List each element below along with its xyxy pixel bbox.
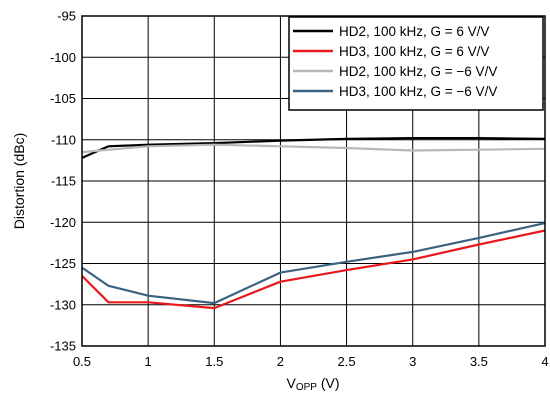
- y-tick-label: -125: [50, 256, 76, 271]
- y-tick-label: -105: [50, 91, 76, 106]
- legend-label: HD3, 100 kHz, G = −6 V/V: [339, 84, 497, 99]
- y-tick-label: -130: [50, 297, 76, 312]
- x-tick-label: 1.5: [205, 354, 223, 369]
- legend-items: HD2, 100 kHz, G = 6 V/V HD3, 100 kHz, G =…: [293, 24, 497, 99]
- x-tick-labels: 0.5 1 1.5 2 2.5 3 3.5 4: [73, 354, 549, 369]
- series-line-2: [81, 229, 546, 310]
- y-tick-label: -115: [51, 174, 76, 189]
- series-line-3: [81, 143, 546, 154]
- y-tick-label: -110: [51, 132, 76, 147]
- x-tick-label: 2.5: [338, 354, 356, 369]
- x-tick-label: 3: [409, 354, 416, 369]
- x-tick-label: 4: [541, 354, 548, 369]
- legend: HD2, 100 kHz, G = 6 V/V HD3, 100 kHz, G =…: [288, 16, 544, 111]
- y-tick-label: -100: [50, 50, 76, 65]
- x-tick-label: 3.5: [470, 354, 488, 369]
- plot-frame: [81, 15, 546, 347]
- x-tick-label: 1: [145, 354, 152, 369]
- y-axis-label: Distortion (dBc): [11, 133, 27, 229]
- x-axis-label-subscript: OPP: [296, 382, 317, 393]
- y-tick-label: -95: [57, 9, 76, 24]
- series-lines: [81, 137, 546, 310]
- x-axis-label: VOPP (V): [286, 375, 339, 393]
- legend-label: HD2, 100 kHz, G = −6 V/V: [339, 64, 497, 79]
- series-line-1: [81, 137, 546, 159]
- y-tick-label: -135: [50, 339, 76, 354]
- series-line-4: [81, 222, 546, 305]
- x-tick-label: 0.5: [73, 354, 91, 369]
- legend-label: HD2, 100 kHz, G = 6 V/V: [339, 24, 489, 39]
- x-tick-label: 2: [277, 354, 284, 369]
- y-tick-label: -120: [50, 215, 76, 230]
- x-axis-label-unit: (V): [317, 375, 340, 391]
- y-tick-labels: -95 -100 -105 -110 -115 -120 -125 -130 -135: [50, 9, 76, 354]
- legend-box: [288, 16, 544, 111]
- legend-label: HD3, 100 kHz, G = 6 V/V: [339, 44, 489, 59]
- x-axis-label-main: V: [286, 375, 296, 391]
